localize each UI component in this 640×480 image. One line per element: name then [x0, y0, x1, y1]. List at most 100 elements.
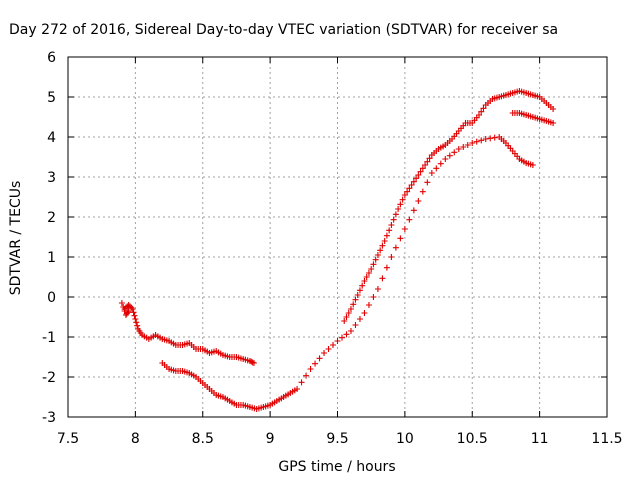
grid-lines: [68, 57, 607, 417]
data-point: [408, 182, 415, 188]
data-point: [131, 312, 138, 319]
data-point: [365, 270, 372, 276]
data-point: [338, 334, 345, 341]
data-point: [347, 328, 354, 334]
data-point: [363, 274, 370, 280]
x-tick-label: 8.5: [192, 431, 214, 447]
data-point: [361, 278, 368, 284]
data-point: [460, 144, 467, 150]
data-point: [374, 286, 381, 292]
data-point: [352, 322, 359, 328]
data-point: [129, 306, 136, 312]
data-point: [294, 386, 301, 392]
data-point: [469, 140, 476, 146]
series-upper-track: [121, 302, 257, 366]
data-point: [397, 235, 404, 242]
data-point: [415, 172, 422, 178]
data-point: [410, 178, 417, 185]
x-tick-label: 7.5: [57, 431, 79, 447]
data-points: [118, 88, 557, 412]
data-point: [303, 372, 310, 379]
data-point: [379, 242, 386, 249]
data-point: [491, 134, 498, 141]
data-point: [134, 322, 141, 329]
data-point: [248, 358, 255, 365]
data-point: [428, 170, 435, 176]
y-axis-label: SDTVAR / TECUs: [8, 181, 24, 296]
y-tick-label: 2: [47, 210, 56, 226]
y-tick-label: 3: [47, 170, 56, 186]
data-point: [321, 350, 328, 356]
data-point: [399, 196, 406, 203]
data-point: [122, 304, 129, 311]
data-point: [401, 192, 408, 198]
data-point: [383, 264, 390, 271]
data-point: [249, 359, 256, 366]
x-tick-label: 11: [531, 431, 549, 447]
data-point: [345, 310, 352, 316]
data-point: [482, 136, 489, 142]
data-point: [347, 306, 354, 312]
data-point: [433, 165, 440, 172]
data-point: [307, 366, 314, 372]
x-tick-label: 10.5: [457, 431, 488, 447]
data-point: [451, 149, 458, 156]
data-point: [480, 105, 487, 112]
series-lower-track: [159, 134, 536, 412]
data-point: [442, 156, 449, 162]
data-point: [455, 146, 462, 152]
data-point: [365, 302, 372, 308]
data-point: [372, 256, 379, 263]
data-point: [426, 155, 433, 162]
data-point: [487, 135, 494, 142]
data-point: [422, 162, 429, 168]
y-tick-label: -3: [42, 410, 56, 426]
data-point: [464, 142, 471, 148]
data-point: [246, 358, 253, 364]
x-axis-label: GPS time / hours: [278, 459, 395, 475]
data-point: [341, 318, 348, 324]
data-point: [361, 310, 368, 316]
data-point: [325, 346, 332, 352]
data-point: [404, 188, 411, 195]
data-point: [350, 301, 357, 308]
data-point: [478, 108, 485, 115]
data-point: [397, 201, 404, 208]
data-point: [132, 316, 139, 322]
data-point: [298, 379, 305, 386]
x-tick-label: 9.5: [326, 431, 348, 447]
data-point: [529, 162, 536, 168]
data-point: [383, 232, 390, 239]
x-tick-label: 11.5: [591, 431, 622, 447]
data-point: [386, 227, 393, 234]
data-point: [352, 296, 359, 303]
y-tick-label: 6: [47, 50, 56, 66]
data-point: [550, 106, 557, 112]
data-point: [356, 287, 363, 294]
x-tick-label: 8: [131, 431, 140, 447]
chart-title: Day 272 of 2016, Sidereal Day-to-day VTE…: [9, 22, 558, 38]
data-point: [478, 137, 485, 144]
x-tick-labels: 7.5 8 8.5 9 9.5 10 10.5 11 11.5: [57, 431, 623, 447]
data-point: [128, 304, 135, 311]
data-point: [334, 338, 341, 344]
data-point: [343, 314, 350, 320]
y-tick-label: 1: [47, 250, 56, 266]
y-tick-label: -1: [42, 330, 56, 346]
data-point: [392, 211, 399, 218]
y-tick-label: 5: [47, 90, 56, 106]
data-point: [415, 198, 422, 204]
data-point: [424, 179, 431, 186]
data-point: [388, 254, 395, 260]
x-tick-label: 9: [266, 431, 275, 447]
data-point: [424, 158, 431, 165]
y-tick-labels: -3 -2 -1 0 1 2 3 4 5 6: [42, 50, 56, 426]
x-tick-label: 10: [396, 431, 414, 447]
data-point: [395, 206, 402, 212]
data-point: [475, 112, 482, 118]
data-point: [417, 168, 424, 175]
data-point: [130, 309, 137, 316]
y-tick-label: 4: [47, 130, 56, 146]
data-point: [388, 222, 395, 228]
data-point: [419, 188, 426, 195]
